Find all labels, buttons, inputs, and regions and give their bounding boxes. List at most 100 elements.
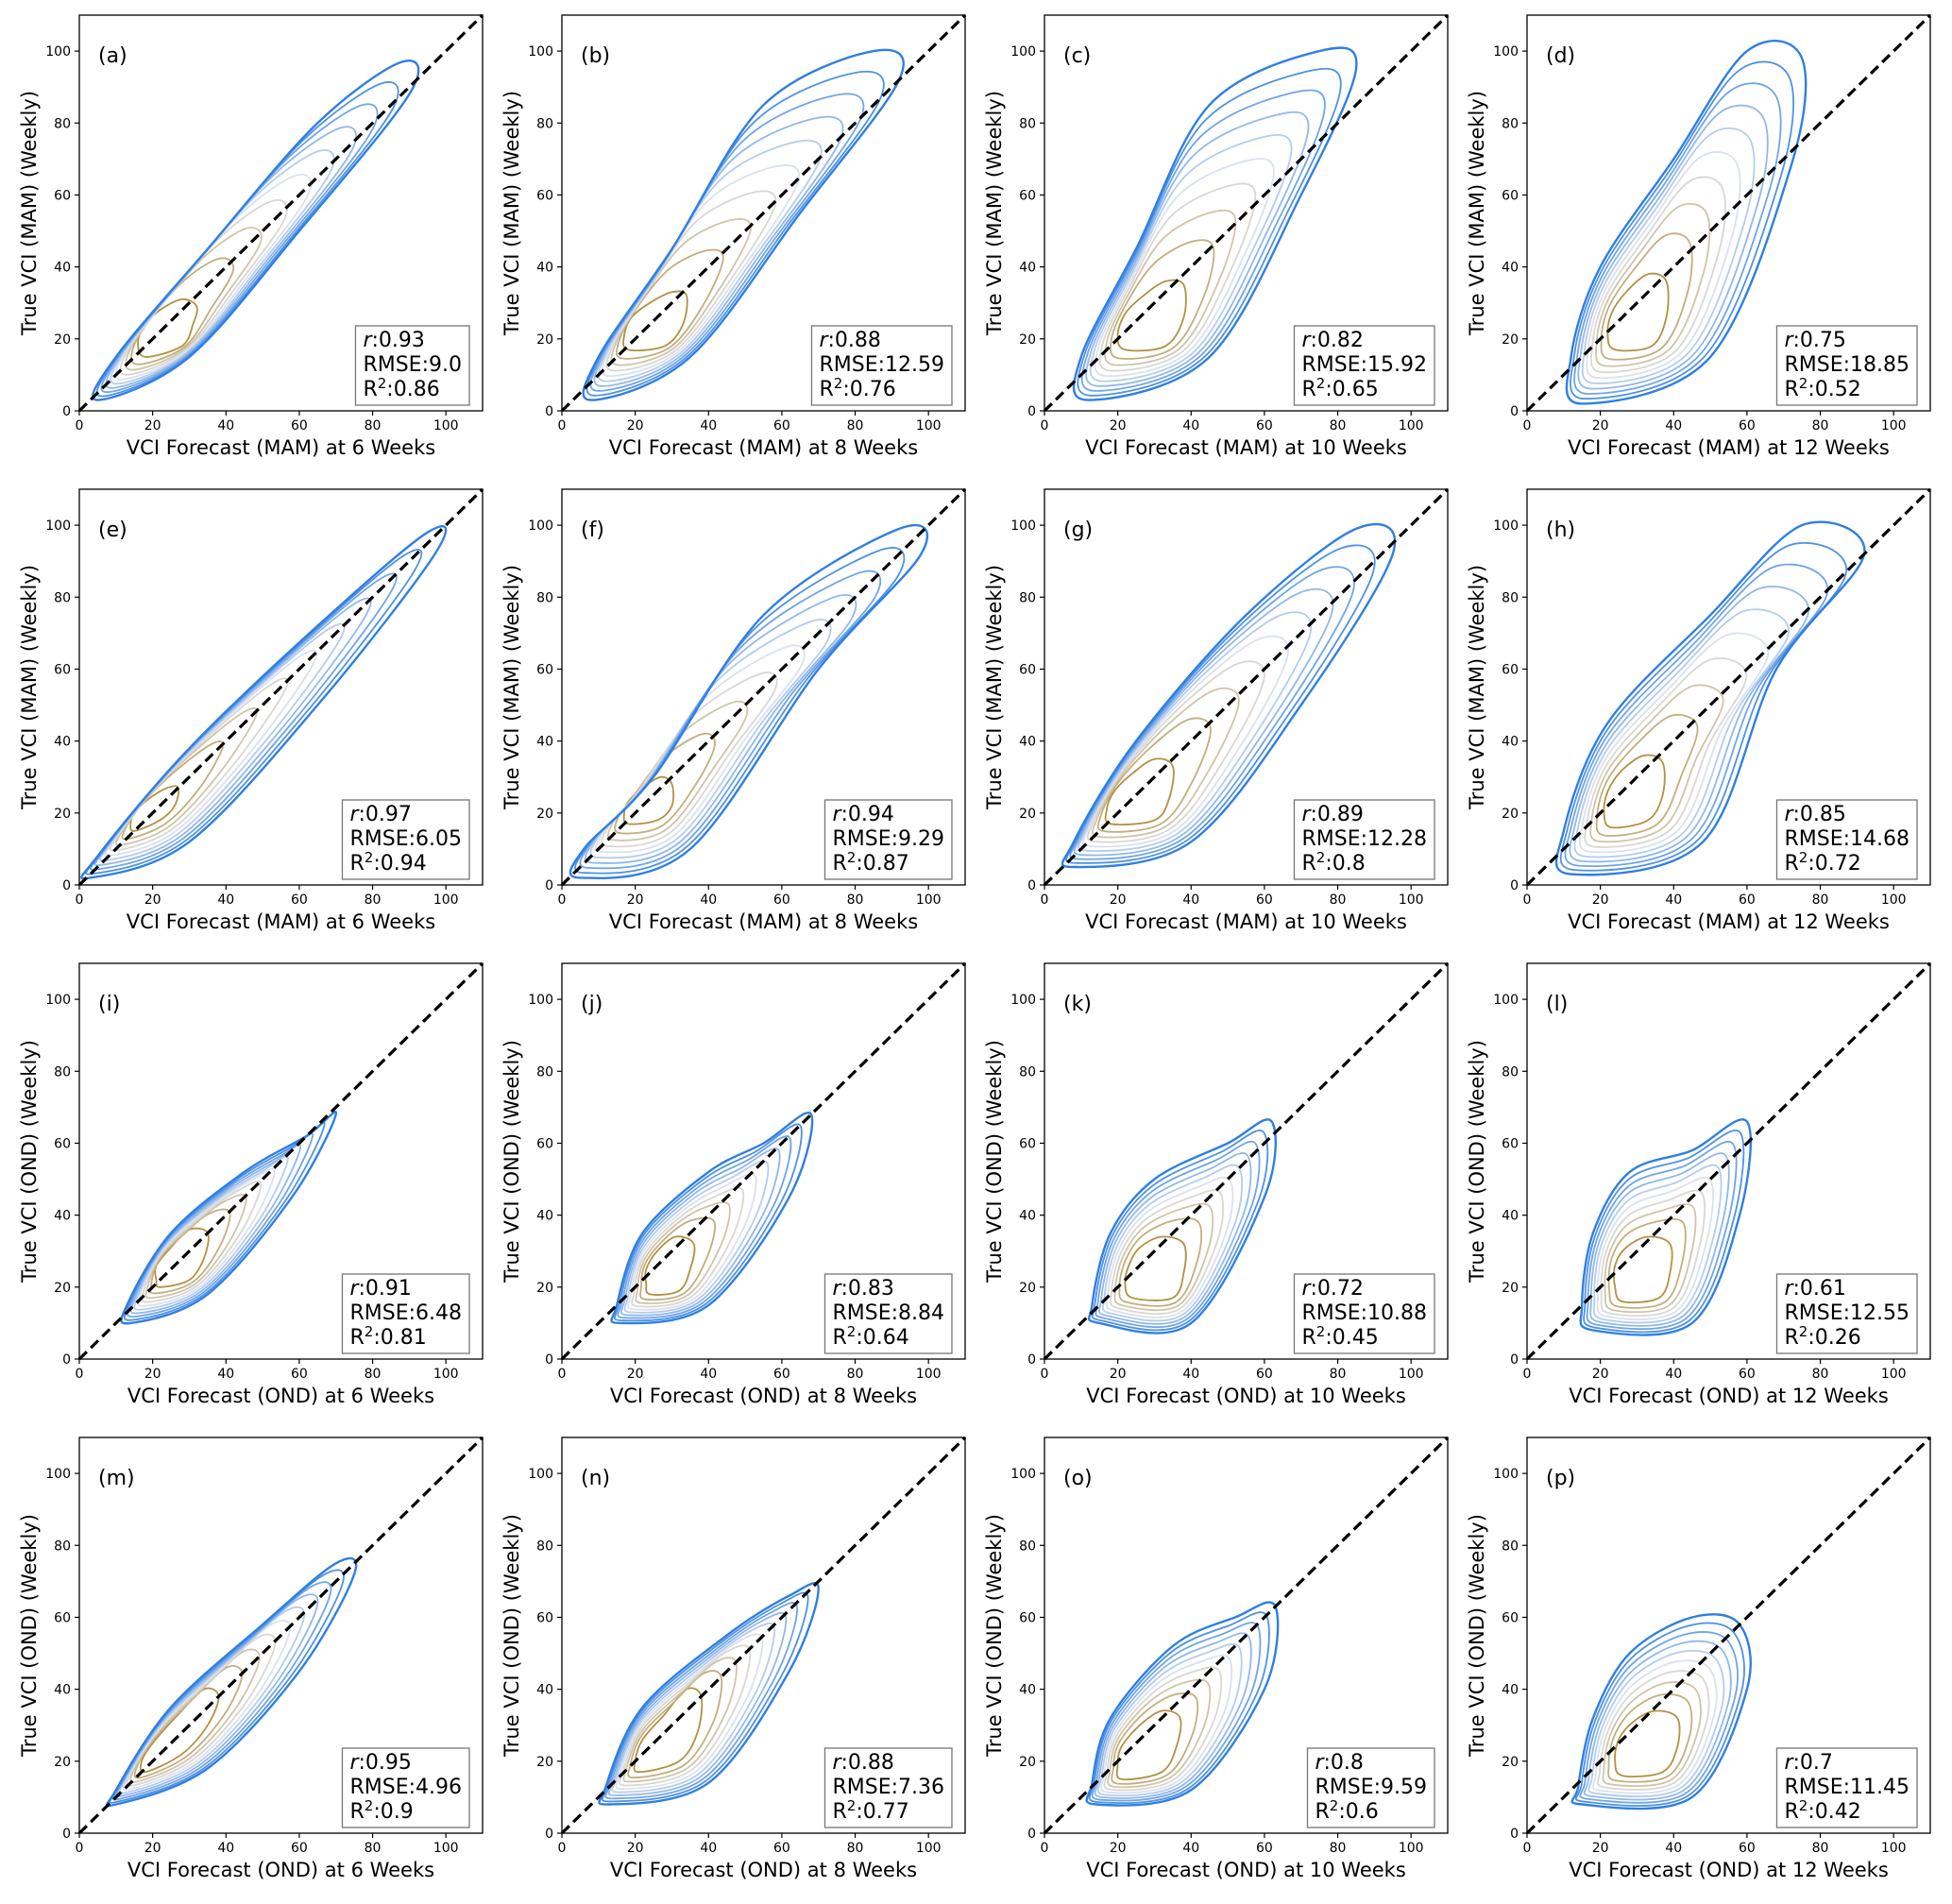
- kde-contour: [622, 290, 688, 351]
- x-tick-label: 60: [1256, 1841, 1273, 1856]
- x-tick-label: 60: [1256, 418, 1273, 434]
- kde-contour: [1573, 82, 1782, 395]
- y-tick-label: 0: [1027, 1827, 1036, 1842]
- y-tick-label: 100: [1010, 44, 1036, 60]
- stats-text: r: [349, 1277, 360, 1300]
- stats-text: :0.91: [359, 1277, 412, 1300]
- kde-contour: [1085, 1601, 1280, 1807]
- x-tick-label: 0: [1041, 418, 1049, 434]
- x-axis-label: VCI Forecast (MAM) at 6 Weeks: [127, 910, 435, 933]
- y-tick-label: 40: [1019, 1683, 1036, 1698]
- x-tick-label: 100: [433, 418, 459, 434]
- stats-line: r:0.89: [1301, 803, 1363, 826]
- kde-contour: [1565, 40, 1808, 405]
- x-tick-label: 40: [1665, 418, 1682, 434]
- stats-text: R: [1301, 378, 1315, 401]
- stats-box: [1306, 1747, 1435, 1828]
- y-tick-label: 60: [54, 1610, 71, 1625]
- x-axis-label: VCI Forecast (OND) at 12 Weeks: [1569, 1385, 1889, 1407]
- y-axis-label: True VCI (OND) (Weekly): [1466, 1040, 1488, 1284]
- stats-line: R2:0.6: [1315, 1797, 1378, 1824]
- identity-line: [1525, 487, 1932, 887]
- kde-contour: [1607, 1693, 1693, 1783]
- y-tick-label: 80: [536, 1064, 553, 1080]
- kde-contour: [1573, 608, 1790, 858]
- kde-contour: [1098, 182, 1257, 372]
- kde-contour: [115, 1593, 319, 1797]
- x-tick-label: 80: [1330, 892, 1347, 908]
- x-tick-label: 20: [627, 892, 644, 908]
- kde-contour: [1118, 1217, 1203, 1307]
- x-tick-label: 80: [1812, 892, 1829, 908]
- x-tick-label: 0: [1523, 1367, 1532, 1382]
- y-axis-label: True VCI (OND) (Weekly): [501, 1514, 523, 1758]
- stats-box: [823, 799, 953, 880]
- y-tick-label: 40: [536, 1209, 553, 1224]
- stats-line: RMSE:6.05: [349, 827, 462, 851]
- x-tick-label: 60: [291, 1367, 308, 1382]
- axes-frame: [1044, 14, 1449, 412]
- y-tick-label: 40: [1502, 261, 1519, 276]
- kde-contour: [1613, 1235, 1673, 1303]
- stats-line: R2:0.76: [819, 375, 895, 401]
- identity-line: [1525, 13, 1932, 413]
- x-tick-label: 20: [1110, 418, 1127, 434]
- kde-contour: [1596, 1176, 1714, 1320]
- x-tick-label: 0: [76, 1841, 84, 1856]
- stats-text: :0.7: [1793, 1751, 1833, 1775]
- y-axis-label: True VCI (OND) (Weekly): [18, 1040, 41, 1284]
- kde-contour: [1091, 1622, 1262, 1802]
- x-tick-label: 80: [1330, 1841, 1347, 1856]
- x-tick-label: 60: [1739, 1841, 1756, 1856]
- x-tick-label: 80: [365, 1841, 382, 1856]
- axes-frame: [561, 1436, 966, 1834]
- y-tick-label: 20: [54, 807, 71, 822]
- y-tick-label: 40: [54, 1209, 71, 1224]
- y-tick-label: 100: [1010, 993, 1036, 1008]
- x-axis-label: VCI Forecast (OND) at 12 Weeks: [1569, 1859, 1889, 1881]
- y-tick-label: 100: [45, 1467, 71, 1482]
- y-tick-label: 60: [536, 1610, 553, 1625]
- kde-contour: [1600, 232, 1693, 361]
- y-tick-label: 60: [1019, 1610, 1036, 1625]
- kde-contour: [1113, 1202, 1214, 1312]
- y-tick-label: 80: [54, 116, 71, 131]
- panel: 0 20 40 60 80 100 0 20 40 60 80 100 VCI Forecast (MA…: [18, 13, 484, 459]
- panel: 0 20 40 60 80 100 0 20 40 60 80 100 VCI Forecast (ON…: [501, 961, 967, 1407]
- stats-line: R2:0.9: [349, 1797, 413, 1824]
- y-tick-label: 60: [536, 188, 553, 203]
- y-tick-label: 20: [536, 1755, 553, 1770]
- kde-contour: [1073, 588, 1334, 857]
- kde-contour: [1577, 104, 1769, 390]
- y-axis-label: True VCI (OND) (Weekly): [983, 1040, 1006, 1284]
- y-axis-label: True VCI (MAM) (Weekly): [18, 91, 41, 336]
- stats-line: R2:0.81: [349, 1323, 426, 1350]
- kde-contour: [1110, 1189, 1225, 1316]
- y-tick-label: 20: [536, 332, 553, 348]
- x-tick-label: 40: [1665, 1841, 1682, 1856]
- panel: 0 20 40 60 80 100 0 20 40 60 80 100 VCI Forecast (ON…: [1466, 961, 1932, 1407]
- stats-text: R: [1784, 378, 1798, 401]
- kde-contour: [133, 1155, 289, 1311]
- y-tick-label: 20: [536, 1281, 553, 1296]
- axes-frame: [1526, 14, 1931, 412]
- x-tick-label: 60: [291, 1841, 308, 1856]
- x-tick-label: 20: [627, 418, 644, 434]
- y-tick-label: 80: [1502, 116, 1519, 131]
- stats-text: RMSE:6.05: [349, 827, 462, 851]
- y-tick-label: 40: [1019, 735, 1036, 750]
- y-tick-label: 100: [1493, 518, 1519, 534]
- x-axis-label: VCI Forecast (MAM) at 10 Weeks: [1085, 910, 1407, 933]
- x-tick-label: 60: [291, 418, 308, 434]
- kde-contour: [1595, 714, 1699, 837]
- x-tick-label: 60: [773, 892, 790, 908]
- axes-frame: [1044, 488, 1449, 886]
- kde-contour: [1077, 67, 1342, 397]
- stats-text: R: [832, 1800, 846, 1824]
- kde-contour: [1579, 1631, 1739, 1804]
- y-tick-label: 80: [1019, 1538, 1036, 1554]
- x-tick-label: 0: [558, 892, 567, 908]
- kde-contour: [623, 1160, 770, 1314]
- stats-text: 2: [378, 375, 387, 392]
- y-tick-label: 0: [1027, 1352, 1036, 1368]
